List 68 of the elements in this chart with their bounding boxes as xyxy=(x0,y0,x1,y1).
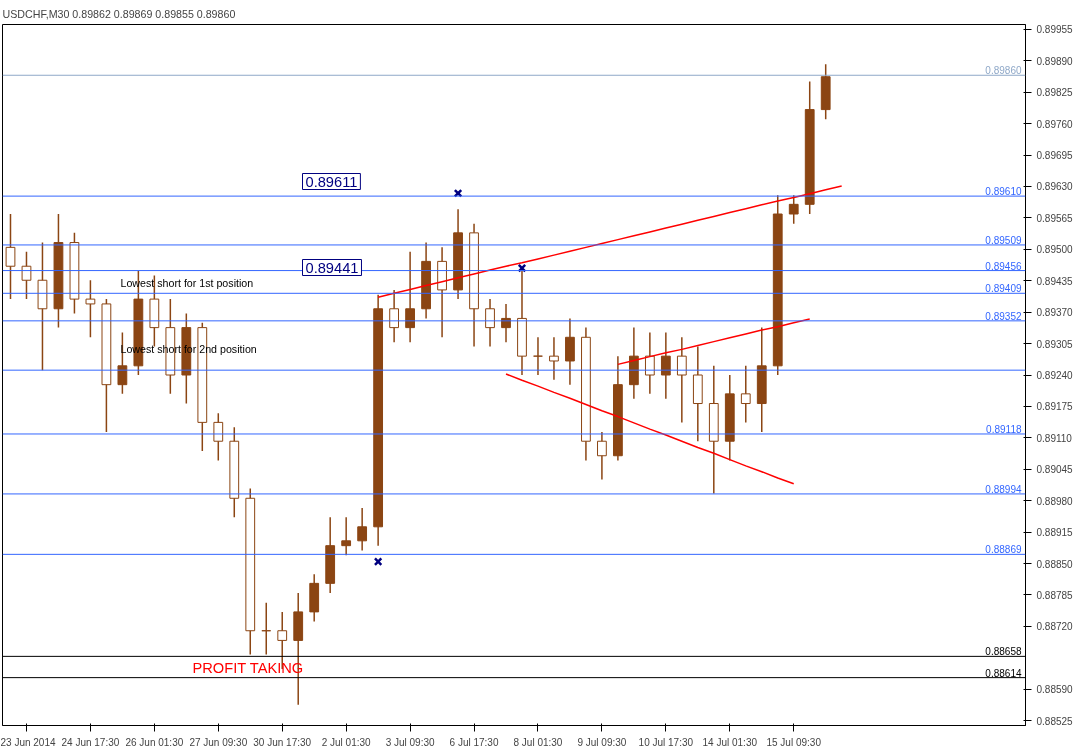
ref-line-label: 0.89860 xyxy=(985,65,1022,77)
y-tick-label: 0.88915 xyxy=(1036,527,1074,539)
candlestick xyxy=(5,213,16,300)
candlestick xyxy=(676,336,687,424)
line-series xyxy=(377,185,843,298)
ref-line-label: 0.88658 xyxy=(985,646,1022,658)
x-tick-label: 30 Jun 17:30 xyxy=(253,736,312,748)
candlestick xyxy=(389,289,400,343)
y-tick-label: 0.89955 xyxy=(1036,24,1074,36)
y-tick-label: 0.89500 xyxy=(1036,244,1074,256)
ref-line-label: 0.89509 xyxy=(985,234,1022,246)
candlestick xyxy=(660,331,671,400)
y-tick-label: 0.89760 xyxy=(1036,118,1074,130)
ref-line-label: 0.88994 xyxy=(985,483,1022,495)
ref-line-label: 0.89352 xyxy=(985,310,1022,322)
chart-title: USDCHF,M30 0.89862 0.89869 0.89855 0.89860 xyxy=(2,7,236,20)
annotation: 0.89611 xyxy=(305,173,358,190)
x-tick-label: 10 Jul 17:30 xyxy=(638,736,694,748)
candlestick xyxy=(357,507,368,552)
x-tick-label: 9 Jul 09:30 xyxy=(577,736,627,748)
point xyxy=(373,557,383,567)
y-tick-label: 0.89630 xyxy=(1036,181,1074,193)
y-tick-label: 0.89890 xyxy=(1036,55,1074,67)
candlestick xyxy=(549,336,559,381)
ref-line-label: 0.89456 xyxy=(985,260,1022,272)
x-tick-label: 24 Jun 17:30 xyxy=(61,736,120,748)
x-tick-label: 2 Jul 01:30 xyxy=(321,736,372,748)
x-tick-label: 27 Jun 09:30 xyxy=(189,736,248,748)
candlestick xyxy=(565,317,575,386)
y-tick-label: 0.89565 xyxy=(1036,212,1074,224)
y-tick-label: 0.88785 xyxy=(1036,589,1074,601)
ref-line-label: 0.89409 xyxy=(985,283,1022,295)
y-tick-label: 0.89825 xyxy=(1036,87,1074,99)
candlestick xyxy=(85,279,96,339)
y-tick-label: 0.89695 xyxy=(1036,150,1074,162)
ref-line-label: 0.89118 xyxy=(986,423,1022,435)
y-tick-label: 0.89305 xyxy=(1036,338,1074,350)
x-tick-label: 14 Jul 01:30 xyxy=(702,736,758,748)
candlestick xyxy=(405,250,415,343)
x-tick-label: 8 Jul 01:30 xyxy=(513,736,563,748)
y-tick-label: 0.88850 xyxy=(1036,558,1074,570)
y-tick-label: 0.89110 xyxy=(1036,432,1073,444)
x-tick-label: 3 Jul 09:30 xyxy=(385,736,435,748)
x-tick-label: 15 Jul 09:30 xyxy=(766,736,822,748)
x-tick-label: 6 Jul 17:30 xyxy=(449,736,499,748)
candlestick xyxy=(21,250,32,300)
line-series xyxy=(505,373,795,485)
candlestick xyxy=(644,331,655,395)
candlestick xyxy=(213,412,224,462)
y-tick-label: 0.89435 xyxy=(1036,275,1074,287)
ref-line-label: 0.88869 xyxy=(985,544,1022,556)
y-tick-label: 0.88590 xyxy=(1036,684,1074,696)
y-tick-label: 0.89370 xyxy=(1036,307,1074,319)
candlestick xyxy=(740,365,751,424)
y-tick-label: 0.89240 xyxy=(1036,370,1074,381)
candlestick xyxy=(341,516,352,557)
candlestick xyxy=(485,298,495,348)
ref-line-label: 0.88614 xyxy=(985,667,1022,679)
y-tick-label: 0.89175 xyxy=(1036,401,1074,413)
y-tick-label: 0.88980 xyxy=(1036,495,1074,507)
ref-line-label: 0.89610 xyxy=(985,186,1022,198)
candlestick xyxy=(597,431,607,481)
y-tick-label: 0.88720 xyxy=(1036,621,1074,633)
x-tick-label: 23 Jun 2014 xyxy=(0,736,56,748)
annotation: 0.89441 xyxy=(305,259,359,276)
y-tick-label: 0.88525 xyxy=(1036,715,1074,727)
y-tick-label: 0.89045 xyxy=(1036,464,1074,476)
x-tick-label: 26 Jun 01:30 xyxy=(125,736,184,748)
